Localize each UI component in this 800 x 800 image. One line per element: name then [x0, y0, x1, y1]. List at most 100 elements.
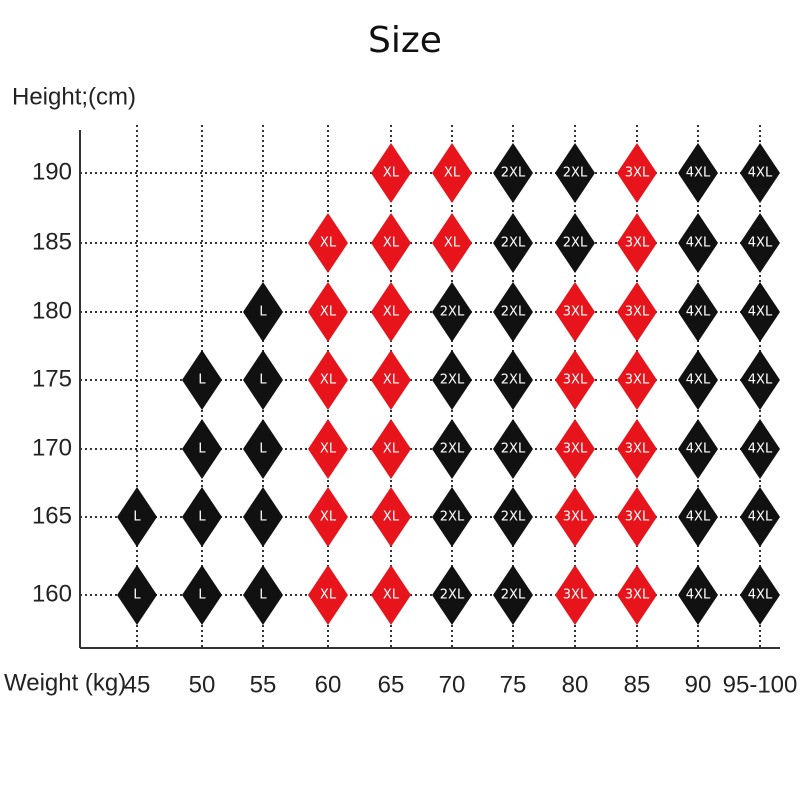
size-label: 4XL	[686, 305, 711, 320]
size-marker	[182, 487, 222, 547]
size-marker	[308, 419, 348, 479]
size-label: XL	[444, 236, 461, 251]
size-marker	[493, 487, 533, 547]
size-marker	[493, 565, 533, 625]
size-label: L	[198, 588, 206, 603]
size-marker	[243, 487, 283, 547]
size-label: 4XL	[748, 588, 773, 603]
size-label: 4XL	[748, 510, 773, 525]
size-marker	[740, 143, 780, 203]
size-label: 3XL	[563, 588, 588, 603]
size-marker	[371, 487, 411, 547]
size-label: 4XL	[748, 166, 773, 181]
size-marker	[182, 419, 222, 479]
size-marker	[432, 282, 472, 342]
size-label: 4XL	[748, 305, 773, 320]
size-marker	[432, 487, 472, 547]
size-label: XL	[444, 166, 461, 181]
size-marker	[617, 419, 657, 479]
size-label: XL	[383, 236, 400, 251]
size-label: 3XL	[625, 166, 650, 181]
size-label: XL	[383, 373, 400, 388]
size-marker	[740, 213, 780, 273]
size-marker	[678, 282, 718, 342]
size-label: L	[133, 510, 141, 525]
size-marker	[555, 565, 595, 625]
size-label: 2XL	[501, 236, 526, 251]
size-label: 2XL	[501, 588, 526, 603]
size-label: L	[198, 510, 206, 525]
size-label: 3XL	[625, 373, 650, 388]
size-marker	[555, 419, 595, 479]
size-marker	[493, 143, 533, 203]
size-marker	[308, 565, 348, 625]
size-label: 4XL	[686, 236, 711, 251]
size-marker	[371, 565, 411, 625]
size-marker	[740, 350, 780, 410]
size-label: 2XL	[440, 373, 465, 388]
size-label: 4XL	[748, 442, 773, 457]
size-marker	[678, 565, 718, 625]
size-marker	[493, 282, 533, 342]
size-marker	[678, 143, 718, 203]
size-marker	[371, 143, 411, 203]
size-marker	[182, 565, 222, 625]
height-label: 180	[32, 297, 72, 324]
size-label: XL	[383, 305, 400, 320]
size-marker	[555, 487, 595, 547]
size-marker	[555, 282, 595, 342]
size-label: 4XL	[686, 373, 711, 388]
size-label: 4XL	[686, 442, 711, 457]
height-label: 190	[32, 158, 72, 185]
weight-label: 95-100	[723, 671, 798, 698]
weight-label: 55	[250, 671, 277, 698]
size-label: XL	[383, 588, 400, 603]
size-marker	[243, 565, 283, 625]
size-marker	[371, 282, 411, 342]
size-marker	[740, 487, 780, 547]
weight-label: 65	[378, 671, 405, 698]
size-label: 3XL	[563, 510, 588, 525]
weight-label: 45	[124, 671, 151, 698]
size-marker	[740, 419, 780, 479]
weight-label: 60	[315, 671, 342, 698]
size-marker	[432, 213, 472, 273]
size-label: L	[259, 305, 267, 320]
size-marker	[432, 350, 472, 410]
height-label: 160	[32, 580, 72, 607]
size-label: 3XL	[625, 510, 650, 525]
size-label: L	[133, 588, 141, 603]
size-marker	[308, 487, 348, 547]
size-marker	[243, 350, 283, 410]
weight-label: 80	[562, 671, 589, 698]
size-label: XL	[383, 510, 400, 525]
size-label: XL	[320, 305, 337, 320]
size-label: L	[259, 442, 267, 457]
size-marker	[555, 213, 595, 273]
size-marker	[617, 282, 657, 342]
size-label: 4XL	[748, 236, 773, 251]
size-label: XL	[320, 442, 337, 457]
size-label: 2XL	[563, 166, 588, 181]
size-marker	[308, 350, 348, 410]
size-label: 2XL	[440, 305, 465, 320]
size-marker	[740, 282, 780, 342]
size-marker	[678, 350, 718, 410]
size-marker	[678, 213, 718, 273]
size-label: 3XL	[563, 373, 588, 388]
size-label: 2XL	[440, 588, 465, 603]
weight-label: 75	[500, 671, 527, 698]
weight-label: 70	[439, 671, 466, 698]
size-marker	[117, 487, 157, 547]
size-label: XL	[320, 373, 337, 388]
size-marker	[371, 419, 411, 479]
size-label: 4XL	[748, 373, 773, 388]
y-axis-label: Height;(cm)	[12, 83, 136, 110]
size-label: 3XL	[625, 305, 650, 320]
size-marker	[493, 350, 533, 410]
size-label: 2XL	[501, 373, 526, 388]
size-label: 2XL	[440, 442, 465, 457]
size-marker	[678, 419, 718, 479]
size-marker	[182, 350, 222, 410]
size-marker	[617, 143, 657, 203]
